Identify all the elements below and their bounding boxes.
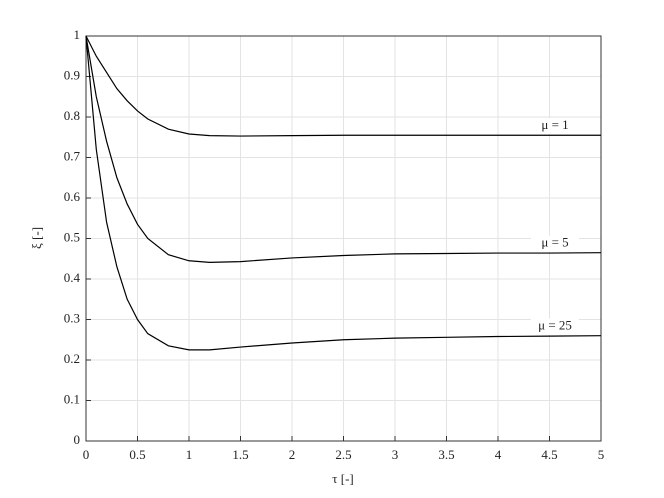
line — [85, 35, 601, 137]
y-tick-label: 0.2 — [64, 351, 80, 366]
line — [85, 35, 602, 263]
y-tick-label: 0 — [74, 432, 81, 447]
x-tick-label: 2.5 — [335, 447, 351, 462]
y-tick-label: 0.5 — [64, 229, 80, 244]
label-background — [531, 118, 579, 135]
plot-frame — [85, 35, 602, 442]
x-tick-label: 2 — [289, 447, 296, 462]
x-tick-label: 4.5 — [541, 447, 557, 462]
y-tick-label: 0.7 — [64, 148, 81, 163]
y-tick-label: 0.4 — [64, 270, 81, 285]
x-tick-label: 3.5 — [438, 447, 454, 462]
label-background — [531, 318, 579, 335]
x-tick-label: 4 — [495, 447, 502, 462]
x-tick-label: 5 — [598, 447, 605, 462]
label-background — [531, 235, 579, 252]
x-tick-label: 1.5 — [232, 447, 248, 462]
y-tick-label: 1 — [74, 27, 81, 42]
series-label: μ = 1 — [541, 117, 568, 132]
x-tick-label: 1 — [186, 447, 193, 462]
y-tick-label: 0.8 — [64, 108, 80, 123]
x-axis-label: τ [-] — [332, 471, 353, 486]
y-tick-label: 0.1 — [64, 391, 80, 406]
series-label: μ = 5 — [541, 235, 568, 250]
series-label: μ = 25 — [538, 318, 572, 333]
y-tick-label: 0.9 — [64, 67, 80, 82]
x-tick-label: 3 — [392, 447, 399, 462]
line — [85, 35, 602, 351]
y-axis-label: ξ [-] — [29, 227, 44, 249]
y-tick-label: 0.3 — [64, 310, 80, 325]
x-tick-label: 0 — [83, 447, 90, 462]
y-tick-label: 0.6 — [64, 189, 81, 204]
x-tick-label: 0.5 — [129, 447, 145, 462]
